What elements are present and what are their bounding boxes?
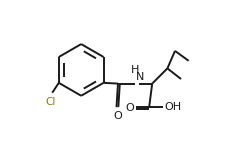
Text: OH: OH [164,102,181,112]
Text: O: O [126,103,134,113]
Text: O: O [113,111,122,121]
Text: H: H [130,65,139,75]
Text: Cl: Cl [45,97,56,107]
Text: N: N [136,72,144,82]
